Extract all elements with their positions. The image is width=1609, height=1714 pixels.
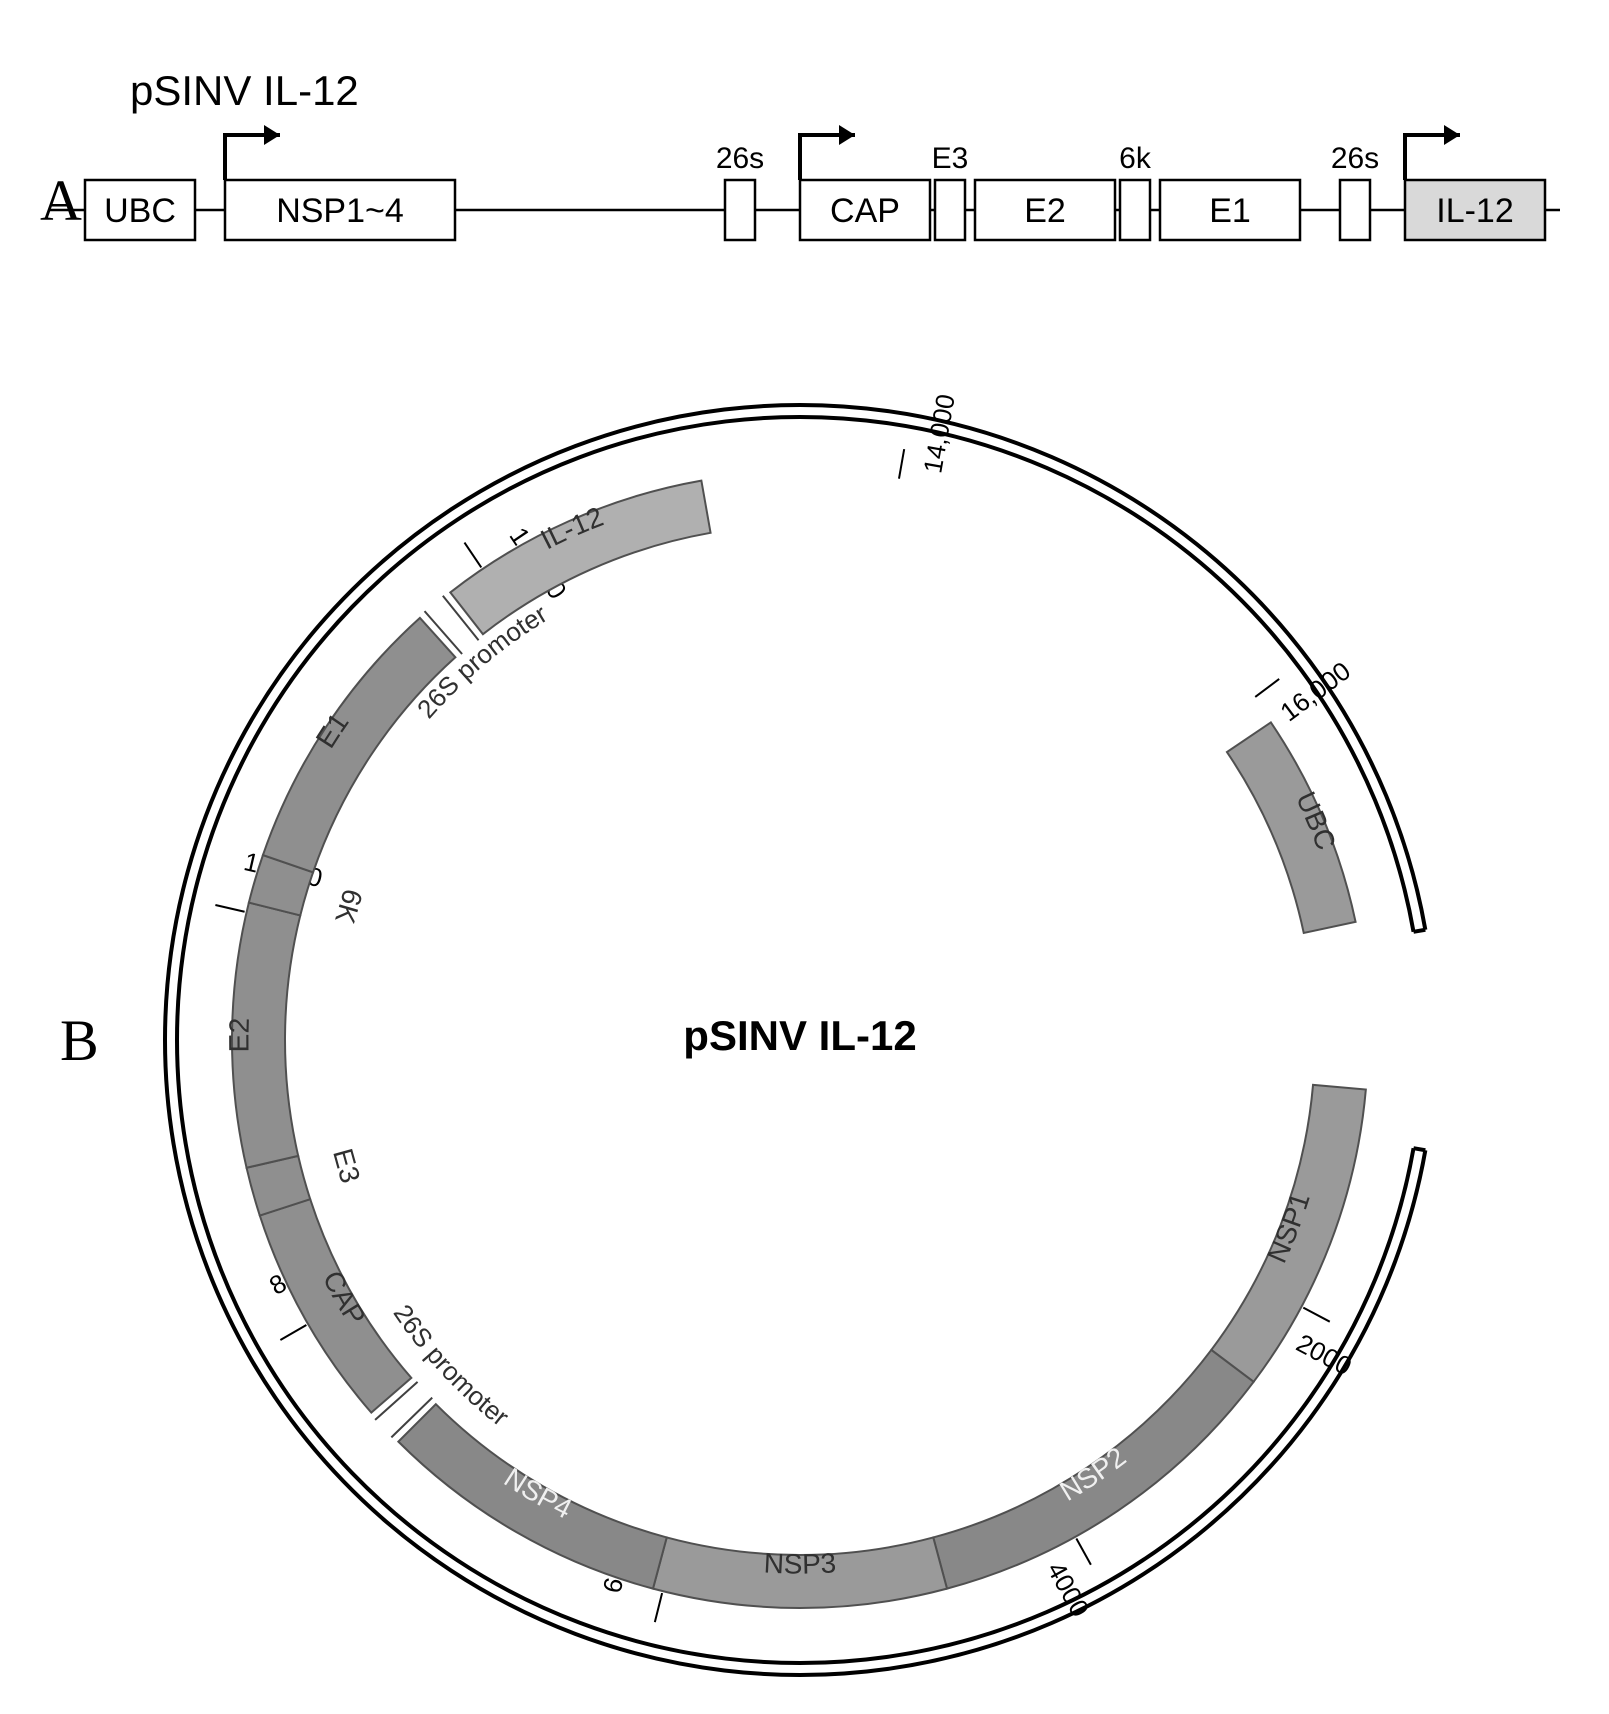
bp-tick <box>215 905 244 912</box>
panel-a: ApSINV IL-12 UBC NSP1~4 26s CAP E3 E2 6k E1 26s IL… <box>40 67 1560 240</box>
panel-a-label: A <box>40 168 82 233</box>
linear-box-label: E1 <box>1209 192 1251 230</box>
linear-box-top-label: 26s <box>716 142 764 175</box>
feature-label: NSP3 <box>763 1547 837 1579</box>
panel-b: B200040006000800010,00012,00014,00016,00… <box>60 392 1425 1675</box>
feature-label: 6K <box>329 886 369 928</box>
panel-a-title: pSINV IL-12 <box>130 67 359 114</box>
bp-tick <box>280 1325 306 1340</box>
promoter-arrow-head <box>1444 125 1460 145</box>
linear-box <box>1340 180 1370 240</box>
plasmid-center-label: pSINV IL-12 <box>683 1012 916 1059</box>
linear-box-top-label: E3 <box>932 142 969 175</box>
panel-b-label: B <box>60 1008 99 1073</box>
bp-tick <box>1303 1308 1329 1322</box>
linear-box-label: E2 <box>1024 192 1066 230</box>
linear-box-label: IL-12 <box>1436 192 1514 230</box>
linear-box <box>935 180 965 240</box>
promoter-arrow-head <box>264 125 280 145</box>
linear-box-top-label: 6k <box>1119 142 1152 175</box>
plasmid-feature <box>450 481 710 635</box>
bp-tick <box>655 1593 662 1622</box>
feature-label: E3 <box>327 1145 366 1186</box>
linear-box-label: NSP1~4 <box>276 192 404 230</box>
bp-tick-label: 14,000 <box>917 392 960 476</box>
plasmid-feature <box>1227 722 1356 933</box>
promoter-arrow <box>1405 135 1460 180</box>
linear-box <box>1120 180 1150 240</box>
backbone-cap <box>1414 1148 1426 1150</box>
promoter-arrow <box>225 135 280 180</box>
backbone-cap <box>1414 930 1426 932</box>
promoter-arrow <box>800 135 855 180</box>
linear-box-label: CAP <box>830 192 900 230</box>
bp-tick <box>1076 1539 1091 1565</box>
promoter-arrow-head <box>839 125 855 145</box>
linear-box-top-label: 26s <box>1331 142 1379 175</box>
bp-tick <box>899 449 904 479</box>
linear-box-label: UBC <box>104 192 176 230</box>
linear-box <box>725 180 755 240</box>
bp-tick <box>1255 679 1279 697</box>
bp-tick <box>464 543 481 568</box>
feature-label: E2 <box>223 1017 254 1052</box>
